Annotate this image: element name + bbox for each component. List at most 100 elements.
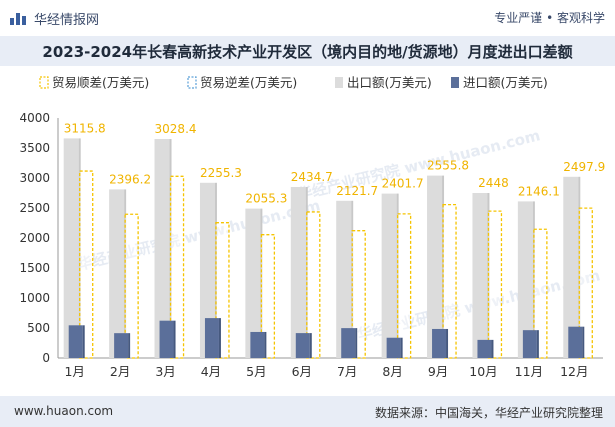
surplus-data-label: 2255.3 — [200, 166, 242, 180]
surplus-data-label: 2146.1 — [518, 184, 560, 198]
legend-label: 贸易顺差(万美元) — [52, 75, 149, 90]
import-bar-edge — [491, 339, 494, 358]
surplus-bar — [79, 170, 94, 359]
export-bar — [381, 193, 397, 358]
x-tick-label: 9月 — [428, 364, 448, 379]
footer-source: 数据来源：中国海关，华经产业研究院整理 — [374, 406, 603, 420]
x-tick-label: 8月 — [382, 364, 402, 379]
x-tick-label: 12月 — [560, 364, 588, 379]
x-tick-label: 2月 — [110, 364, 130, 379]
watermark-text: 华经产业研究院 www.huaon.com — [296, 126, 542, 204]
surplus-data-label: 2121.7 — [336, 184, 378, 198]
y-tick-label: 2000 — [19, 231, 50, 245]
title-band: 2023-2024年长春高新技术产业开发区（境内目的地/货源地）月度进出口差额 — [0, 36, 615, 66]
x-tick-label: 3月 — [155, 364, 175, 379]
import-bar-edge — [355, 328, 358, 358]
import-bar-edge — [400, 337, 403, 358]
x-tick-label: 6月 — [292, 364, 312, 379]
export-bar-edge — [124, 189, 127, 358]
surplus-data-label: 2448 — [478, 176, 509, 190]
brand[interactable]: 华经情报网 — [10, 9, 99, 28]
surplus-bar — [169, 175, 185, 359]
import-bar — [159, 320, 174, 358]
brand-name: 华经情报网 — [34, 13, 100, 28]
legend-swatch-deficit — [187, 76, 197, 89]
import-bar — [432, 328, 447, 358]
legend-swatch-export — [335, 77, 343, 88]
export-bar — [563, 176, 579, 358]
import-bar — [250, 331, 265, 358]
surplus-bar — [533, 228, 548, 359]
export-bar — [517, 201, 533, 358]
surplus-data-label: 3115.8 — [64, 121, 106, 135]
import-bar — [386, 337, 401, 358]
surplus-data-label: 2434.7 — [291, 170, 333, 184]
chart-title: 2023-2024年长春高新技术产业开发区（境内目的地/货源地）月度进出口差额 — [42, 43, 573, 61]
legend-label: 贸易逆差(万美元) — [200, 75, 297, 90]
surplus-data-label: 3028.4 — [155, 122, 197, 136]
export-bar — [63, 138, 79, 358]
import-bar — [68, 325, 83, 358]
surplus-bar — [396, 213, 412, 359]
import-bar-edge — [128, 333, 131, 358]
y-tick-label: 0 — [42, 351, 50, 365]
export-bar — [472, 193, 488, 358]
x-tick-label: 4月 — [201, 364, 221, 379]
y-tick-label: 2500 — [19, 201, 50, 215]
import-bar — [295, 333, 310, 358]
surplus-bar — [351, 230, 366, 359]
y-tick-label: 3000 — [19, 171, 50, 185]
export-bar — [109, 189, 125, 358]
y-tick-label: 3500 — [19, 141, 50, 155]
import-bar-edge — [173, 320, 176, 358]
y-tick-label: 1000 — [19, 291, 50, 305]
legend-swatch-import — [451, 77, 459, 88]
export-bar — [199, 182, 215, 358]
surplus-bar — [487, 210, 503, 359]
import-bar-edge — [446, 328, 449, 358]
x-tick-label: 10月 — [469, 364, 497, 379]
surplus-bar — [306, 211, 321, 359]
y-tick-label: 4000 — [19, 111, 50, 125]
surplus-bar — [442, 204, 457, 359]
x-tick-label: 5月 — [246, 364, 266, 379]
x-tick-label: 1月 — [64, 364, 84, 379]
export-bar — [245, 208, 261, 358]
import-bar-edge — [264, 331, 267, 358]
import-bar-edge — [218, 318, 221, 358]
legend-label: 出口额(万美元) — [347, 75, 432, 90]
import-bar — [204, 318, 219, 358]
footer: www.huaon.com 数据来源：中国海关，华经产业研究院整理 — [0, 396, 615, 427]
top-bar: 华经情报网 专业严谨 • 客观科学 — [0, 0, 615, 36]
import-bar — [114, 333, 129, 358]
export-bar-edge — [260, 208, 263, 358]
y-tick-label: 500 — [27, 321, 50, 335]
import-bar — [341, 328, 356, 358]
export-bar — [154, 139, 170, 358]
footer-url[interactable]: www.huaon.com — [14, 404, 114, 418]
tagline: 专业严谨 • 客观科学 — [494, 11, 605, 25]
export-bar-edge — [214, 182, 217, 358]
surplus-data-label: 2055.3 — [245, 192, 287, 206]
import-bar-edge — [582, 326, 585, 358]
import-bar — [568, 326, 583, 358]
surplus-data-label: 2396.2 — [109, 172, 151, 186]
export-bar-edge — [532, 201, 535, 358]
export-bar — [427, 175, 443, 358]
surplus-data-label: 2497.9 — [563, 160, 605, 174]
import-bar — [477, 339, 492, 358]
x-tick-label: 7月 — [337, 364, 357, 379]
import-bar-edge — [309, 333, 312, 358]
legend-label: 进口额(万美元) — [463, 75, 548, 90]
surplus-bar — [578, 207, 593, 359]
surplus-bar — [124, 213, 139, 359]
import-bar-edge — [82, 325, 85, 358]
x-tick-label: 11月 — [515, 364, 543, 379]
import-bar — [522, 330, 537, 358]
export-bar — [336, 200, 352, 358]
export-bar — [290, 187, 306, 358]
y-tick-label: 1500 — [19, 261, 50, 275]
surplus-data-label: 2401.7 — [382, 177, 424, 191]
legend-swatch-surplus — [39, 76, 49, 89]
